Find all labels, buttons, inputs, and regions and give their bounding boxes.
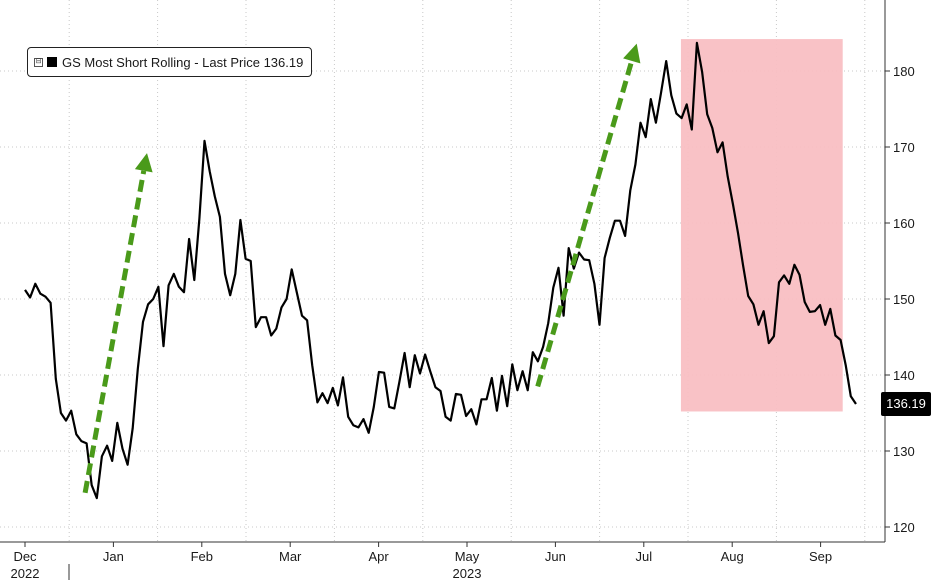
shaded-region-layer — [680, 39, 843, 412]
trend-arrow-head — [134, 153, 153, 173]
arrow-layer — [82, 43, 641, 494]
legend-label: GS Most Short Rolling - Last Price 136.1… — [62, 54, 304, 70]
legend-swatch — [47, 57, 57, 67]
x-tick-label: Apr — [368, 549, 389, 564]
y-tick-label: 170 — [893, 140, 915, 155]
x-axis-ticks: Dec Jan Feb Mar Apr May Jun Jul Aug Sep 2022 2023 — [11, 542, 832, 581]
y-tick-label: 160 — [893, 216, 915, 231]
legend-toggle-icon[interactable]: ⊟ — [34, 57, 43, 67]
trend-arrow-shaft — [82, 170, 147, 494]
y-tick-label: 180 — [893, 64, 915, 79]
trend-arrow-head — [623, 43, 641, 64]
x-tick-label: Feb — [191, 549, 213, 564]
x-year-label: 2023 — [453, 566, 482, 580]
x-tick-label: Mar — [279, 549, 302, 564]
x-tick-label: May — [455, 549, 480, 564]
series-line — [24, 41, 857, 500]
y-tick-label: 150 — [893, 292, 915, 307]
trend-arrow-shaft — [535, 60, 635, 388]
y-tick-label: 130 — [893, 444, 915, 459]
y-axis-ticks: 120 130 140 150 160 170 180 — [885, 64, 915, 535]
x-tick-label: Sep — [809, 549, 832, 564]
x-tick-label: Jan — [103, 549, 124, 564]
series-layer — [24, 41, 857, 500]
x-year-label: 2022 — [11, 566, 40, 580]
x-tick-label: Jul — [635, 549, 652, 564]
y-tick-label: 140 — [893, 368, 915, 383]
axes — [0, 0, 886, 543]
shaded-region — [680, 39, 843, 412]
legend[interactable]: ⊟ GS Most Short Rolling - Last Price 136… — [27, 47, 313, 77]
x-tick-label: Dec — [13, 549, 37, 564]
x-tick-label: Aug — [721, 549, 744, 564]
last-price-badge: 136.19 — [881, 392, 931, 416]
y-tick-label: 120 — [893, 520, 915, 535]
x-tick-label: Jun — [545, 549, 566, 564]
